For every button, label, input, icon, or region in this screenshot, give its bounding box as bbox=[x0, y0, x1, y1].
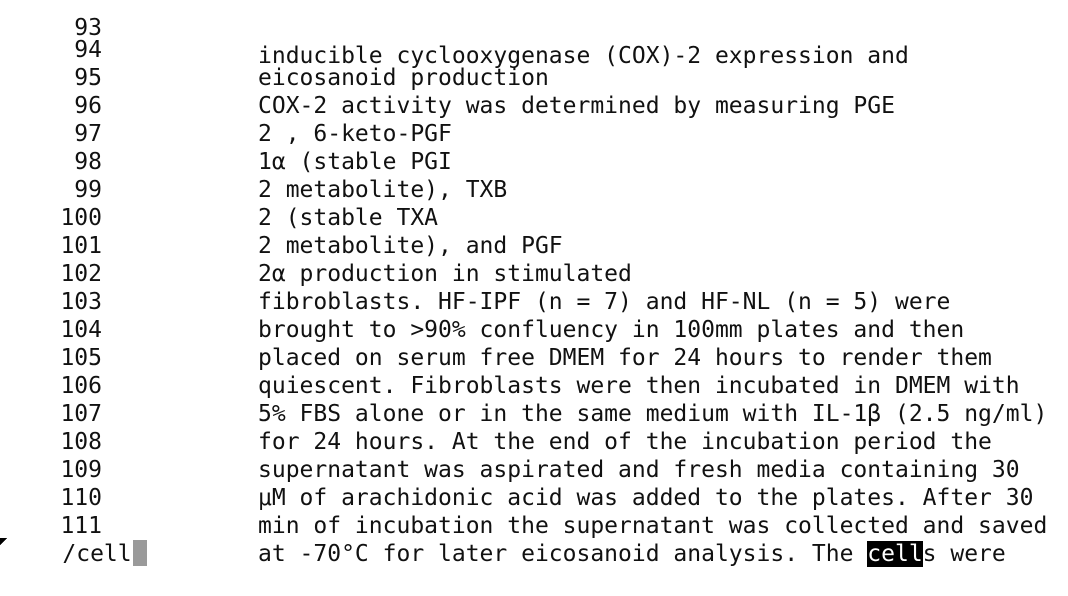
line-text: supernatant was aspirated and fresh medi… bbox=[258, 457, 1020, 483]
search-command-text[interactable]: /cell bbox=[62, 541, 132, 567]
text-line: 110 min of incubation the supernatant wa… bbox=[0, 456, 1068, 539]
line-number: 108 bbox=[60, 429, 102, 455]
text-line: 102 fibroblasts. HF-IPF (n = 7) and HF-N… bbox=[0, 232, 1068, 315]
line-number: 102 bbox=[60, 261, 102, 287]
line-number: 97 bbox=[74, 121, 102, 147]
text-line: 99 2 (stable TXA bbox=[0, 148, 1068, 231]
line-text: at -70°C for later eicosanoid analysis. … bbox=[258, 540, 1006, 568]
line-number: 109 bbox=[60, 457, 102, 483]
line-text: μM of arachidonic acid was added to the … bbox=[258, 485, 1034, 511]
text-line: 100 2 metabolite), and PGF bbox=[0, 176, 1068, 259]
line-number: 107 bbox=[60, 401, 102, 427]
line-text: placed on serum free DMEM for 24 hours t… bbox=[258, 345, 992, 371]
line-number: 95 bbox=[74, 65, 102, 91]
text-line: 96 2 , 6-keto-PGF bbox=[0, 64, 1068, 147]
text-line: 105 quiescent. Fibroblasts were then inc… bbox=[0, 316, 1068, 399]
line-number: 98 bbox=[74, 149, 102, 175]
line-number: 94 bbox=[74, 37, 102, 63]
line-number: 93 bbox=[74, 15, 102, 41]
text-cursor bbox=[132, 539, 147, 566]
line-number: 110 bbox=[60, 485, 102, 511]
line-number: 96 bbox=[74, 93, 102, 119]
line-number: 99 bbox=[74, 177, 102, 203]
line-text: 2 metabolite), TXB bbox=[258, 177, 508, 203]
text-line: 103 brought to >90% confluency in 100mm … bbox=[0, 260, 1068, 343]
text-line: 97 1α (stable PGI bbox=[0, 92, 1068, 175]
line-text: 2 , 6-keto-PGF bbox=[258, 121, 452, 147]
line-text: 5% FBS alone or in the same medium with … bbox=[258, 401, 1048, 427]
text-line: 108 supernatant was aspirated and fresh … bbox=[0, 400, 1068, 483]
line-number: 100 bbox=[60, 205, 102, 231]
text-line: 104 placed on serum free DMEM for 24 hou… bbox=[0, 288, 1068, 371]
line-text: 2α production in stimulated bbox=[258, 261, 632, 287]
line-text: eicosanoid production bbox=[258, 65, 549, 91]
line-text: brought to >90% confluency in 100mm plat… bbox=[258, 317, 965, 343]
text-line: 95 COX-2 activity was determined by meas… bbox=[0, 36, 1068, 119]
line-text: min of incubation the supernatant was co… bbox=[258, 513, 1048, 539]
line-text: 2 (stable TXA bbox=[258, 205, 439, 231]
terminal-viewport[interactable]: 93 inducible cyclooxygenase (COX)-2 expr… bbox=[0, 0, 1068, 567]
line-text-after-match: s were bbox=[922, 541, 1006, 567]
line-text: for 24 hours. At the end of the incubati… bbox=[258, 429, 992, 455]
line-number: 103 bbox=[60, 289, 102, 315]
line-text: 2 metabolite), and PGF bbox=[258, 233, 563, 259]
line-text-before-match: at -70°C for later eicosanoid analysis. … bbox=[258, 541, 868, 567]
line-number: 106 bbox=[60, 373, 102, 399]
text-line: 101 2α production in stimulated bbox=[0, 204, 1068, 287]
search-command-line[interactable]: /cell bbox=[7, 512, 147, 567]
line-text: fibroblasts. HF-IPF (n = 7) and HF-NL (n… bbox=[258, 289, 951, 315]
text-line: 94 eicosanoid production bbox=[0, 8, 1068, 91]
text-line: 106 5% FBS alone or in the same medium w… bbox=[0, 344, 1068, 427]
text-line: 107 for 24 hours. At the end of the incu… bbox=[0, 372, 1068, 455]
line-text: COX-2 activity was determined by measuri… bbox=[258, 93, 895, 119]
text-line: 98 2 metabolite), TXB bbox=[0, 120, 1068, 203]
text-line: 109 μM of arachidonic acid was added to … bbox=[0, 428, 1068, 511]
line-number: 105 bbox=[60, 345, 102, 371]
line-text: inducible cyclooxygenase (COX)-2 express… bbox=[258, 43, 909, 69]
line-number: 101 bbox=[60, 233, 102, 259]
line-number: 111 bbox=[60, 513, 102, 539]
text-line: 111 at -70°C for later eicosanoid analys… bbox=[0, 484, 1068, 567]
window-corner-mark bbox=[0, 538, 8, 548]
search-match-highlight: cell bbox=[867, 541, 923, 567]
line-text: 1α (stable PGI bbox=[258, 149, 452, 175]
text-line: 93 inducible cyclooxygenase (COX)-2 expr… bbox=[0, 0, 1068, 69]
line-text: quiescent. Fibroblasts were then incubat… bbox=[258, 373, 1020, 399]
line-number: 104 bbox=[60, 317, 102, 343]
